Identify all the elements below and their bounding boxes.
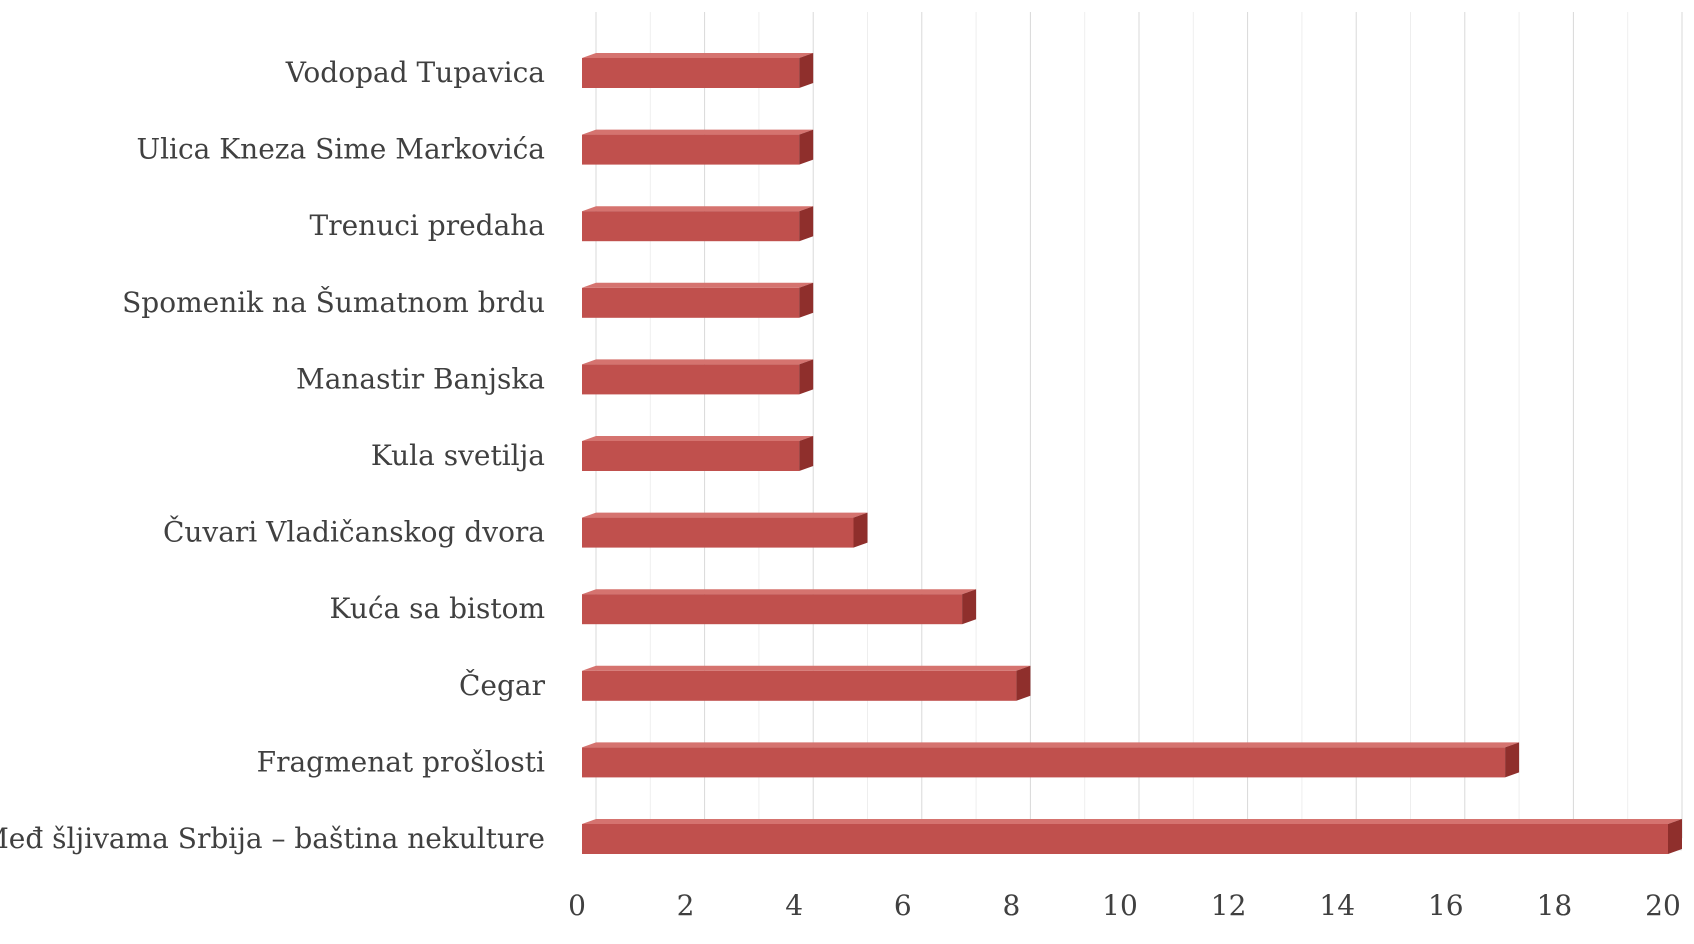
bar-side-face <box>853 512 868 548</box>
bar-top-face <box>582 129 814 135</box>
bar-side-face <box>799 53 814 88</box>
category-label: Čuvari Vladičanskog dvora <box>163 515 545 549</box>
bar <box>582 594 963 625</box>
bar-top-face <box>582 512 868 518</box>
bar-top-face <box>582 359 814 365</box>
bar-top-face <box>582 665 1031 671</box>
category-label: Spomenik na Šumatnom brdu <box>122 285 545 319</box>
category-label: Kuća sa bistom <box>330 592 545 625</box>
bar <box>582 287 800 318</box>
category-label: Fragmenat prošlosti <box>257 745 545 778</box>
bar-top-face <box>582 742 1520 748</box>
bar <box>582 364 800 395</box>
bar <box>582 747 1506 778</box>
bar <box>582 58 800 88</box>
category-label: Trenuci predaha <box>310 209 545 242</box>
x-tick-label: 20 <box>1645 889 1681 922</box>
bar-top-face <box>582 819 1682 824</box>
bar-side-face <box>1505 742 1520 778</box>
bar <box>582 824 1668 854</box>
bar-side-face <box>1016 665 1031 701</box>
bar <box>582 670 1017 701</box>
bar-side-face <box>799 206 814 242</box>
x-tick-label: 16 <box>1428 889 1464 922</box>
bar-top-face <box>582 589 977 595</box>
bar-side-face <box>1668 819 1682 854</box>
bar-side-face <box>799 436 814 471</box>
x-tick-label: 0 <box>568 889 586 922</box>
x-tick-label: 10 <box>1102 889 1138 922</box>
bar-side-face <box>799 282 814 318</box>
x-tick-label: 8 <box>1002 889 1020 922</box>
bar-top-face <box>582 206 814 212</box>
x-tick-label: 18 <box>1537 889 1573 922</box>
x-tick-label: 2 <box>677 889 695 922</box>
bar-side-face <box>799 359 814 395</box>
bar <box>582 441 800 471</box>
category-label: Čegar <box>459 668 546 702</box>
bar-side-face <box>799 129 814 165</box>
category-label: Međ šljivama Srbija – baština nekulture <box>0 822 545 855</box>
bar <box>582 517 854 548</box>
bar <box>582 211 800 242</box>
bar-top-face <box>582 436 814 441</box>
bar-top-face <box>582 282 814 288</box>
bar <box>582 134 800 165</box>
category-label: Vodopad Tupavica <box>285 56 545 89</box>
category-label: Ulica Kneza Sime Markovića <box>136 133 545 166</box>
bar-side-face <box>962 589 977 625</box>
category-label: Kula svetilja <box>371 439 545 472</box>
category-label: Manastir Banjska <box>296 362 545 395</box>
x-tick-label: 6 <box>894 889 912 922</box>
x-tick-label: 4 <box>785 889 803 922</box>
bar-top-face <box>582 53 814 58</box>
x-tick-label: 14 <box>1319 889 1355 922</box>
x-tick-label: 12 <box>1211 889 1247 922</box>
